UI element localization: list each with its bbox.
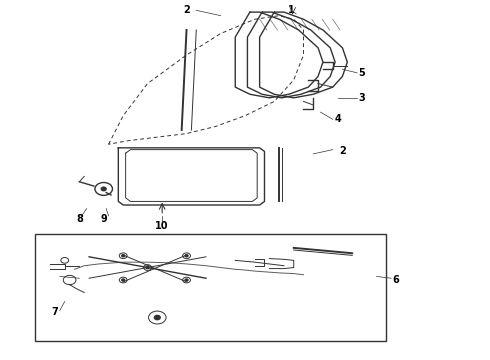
Text: 3: 3 bbox=[359, 93, 366, 103]
Circle shape bbox=[146, 266, 149, 269]
Bar bbox=[35, 234, 386, 341]
Text: 7: 7 bbox=[51, 307, 58, 317]
Text: 4: 4 bbox=[334, 114, 341, 124]
Circle shape bbox=[154, 315, 160, 320]
Text: 2: 2 bbox=[339, 147, 346, 157]
Text: 2: 2 bbox=[183, 5, 190, 15]
Circle shape bbox=[185, 255, 188, 257]
Text: 9: 9 bbox=[100, 214, 107, 224]
Circle shape bbox=[122, 255, 124, 257]
Circle shape bbox=[122, 279, 124, 281]
Circle shape bbox=[185, 279, 188, 281]
Text: 8: 8 bbox=[76, 214, 83, 224]
Text: 5: 5 bbox=[359, 68, 366, 78]
Text: 1: 1 bbox=[288, 5, 294, 15]
Circle shape bbox=[101, 187, 106, 191]
Text: 10: 10 bbox=[155, 221, 169, 231]
Text: 6: 6 bbox=[392, 275, 399, 285]
